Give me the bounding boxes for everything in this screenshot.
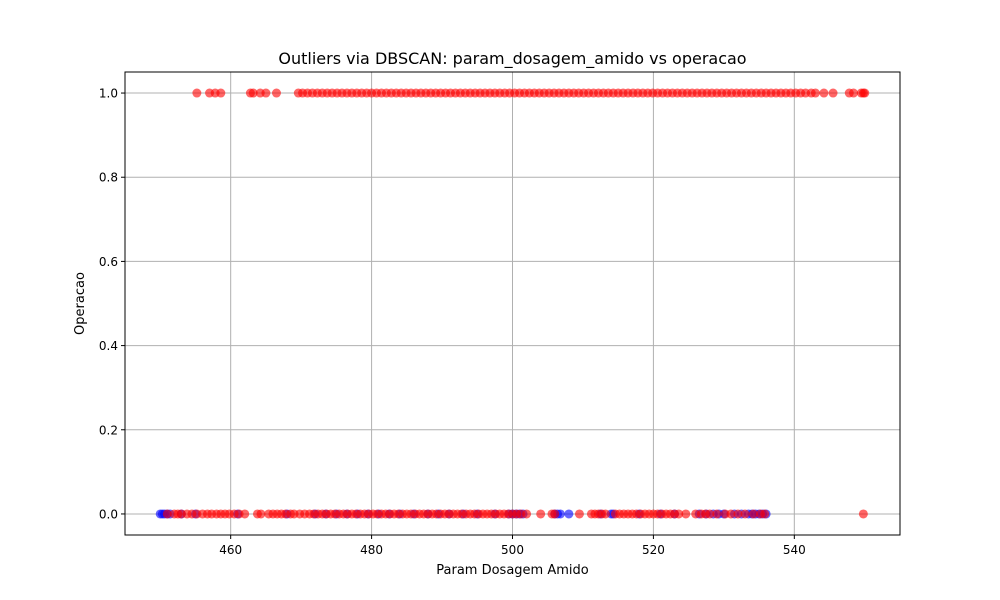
red-point (271, 88, 281, 98)
red-point (760, 509, 770, 519)
red-point (550, 509, 560, 519)
y-axis: 0.0 0.2 0.4 0.6 0.8 1.0 (99, 87, 125, 521)
red-point (681, 509, 691, 519)
y-axis-label: Operacao (73, 272, 88, 335)
red-point (248, 88, 258, 98)
x-tick-label: 480 (360, 543, 383, 557)
y-tick-label: 0.2 (99, 423, 118, 437)
y-tick-label: 0.4 (99, 339, 118, 353)
red-point (858, 509, 868, 519)
red-point (240, 509, 250, 519)
x-tick-label: 520 (642, 543, 665, 557)
red-point (674, 509, 684, 519)
x-tick-label: 540 (783, 543, 806, 557)
y-tick-label: 0.8 (99, 171, 118, 185)
red-point (828, 88, 838, 98)
red-point (860, 88, 870, 98)
red-point (261, 88, 271, 98)
blue-point (564, 509, 574, 519)
red-point (819, 88, 829, 98)
x-axis: 460 480 500 520 540 (219, 535, 806, 557)
red-point (574, 509, 584, 519)
red-point (162, 509, 172, 519)
x-axis-label: Param Dosagem Amido (436, 563, 588, 578)
y-tick-label: 0.0 (99, 507, 118, 521)
y-tick-label: 1.0 (99, 87, 118, 101)
chart-title: Outliers via DBSCAN: param_dosagem_amido… (278, 49, 746, 69)
x-tick-label: 500 (501, 543, 524, 557)
red-point (849, 88, 858, 98)
x-tick-label: 460 (219, 543, 242, 557)
red-point (748, 509, 758, 519)
red-point (256, 509, 266, 519)
red-point (536, 509, 546, 519)
data-points (155, 88, 870, 519)
y-tick-label: 0.6 (99, 255, 118, 269)
red-point (740, 509, 750, 519)
red-point (705, 509, 715, 519)
red-point (192, 88, 202, 98)
red-point (712, 509, 722, 519)
red-point (216, 88, 226, 98)
red-point (601, 509, 610, 519)
red-point (726, 509, 736, 519)
red-point (733, 509, 743, 519)
red-point (522, 509, 532, 519)
red-point (810, 88, 820, 98)
